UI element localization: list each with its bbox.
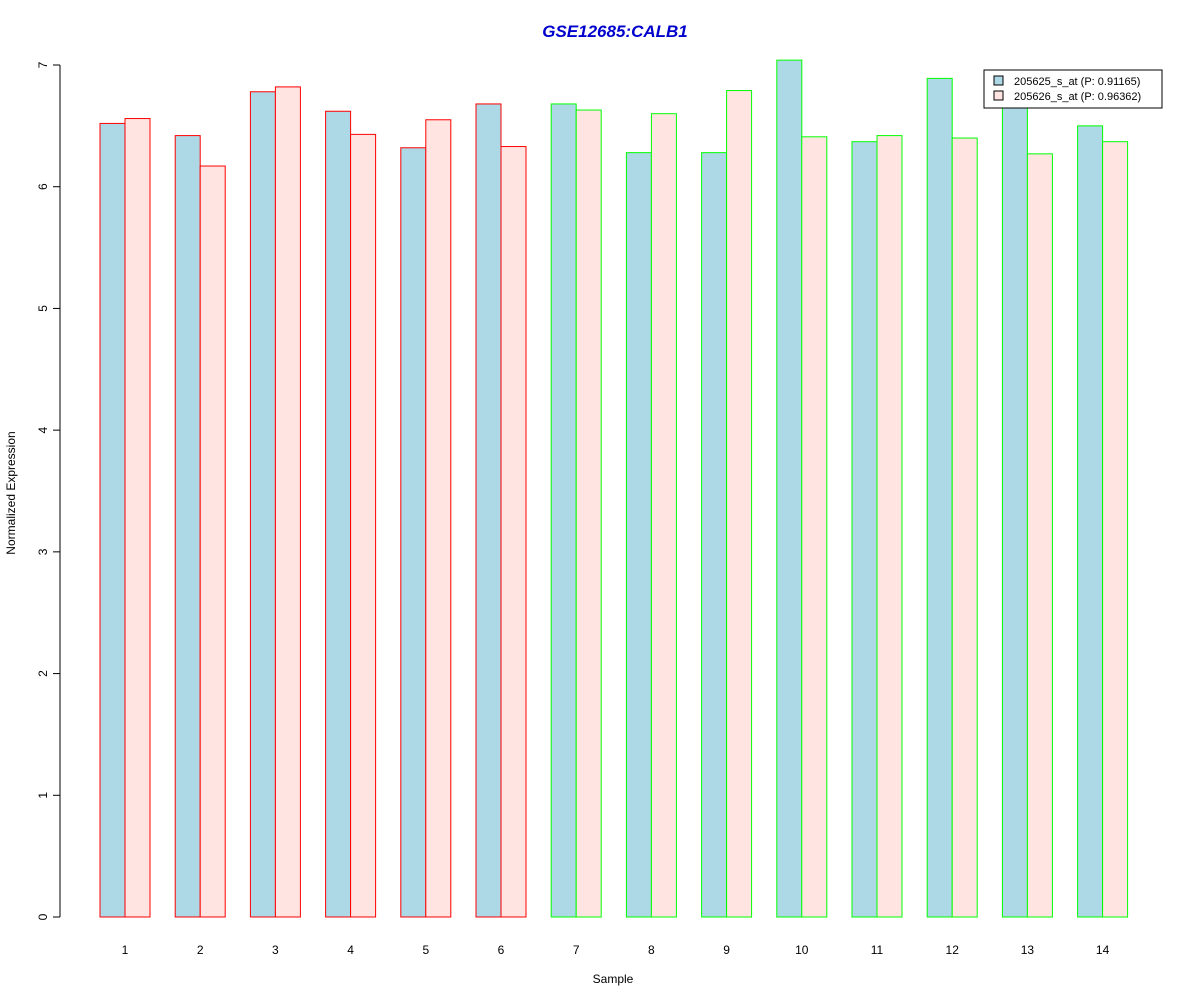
x-tick-label: 11 — [871, 943, 884, 957]
x-tick-label: 1 — [122, 943, 129, 957]
bar-sample-7-series-1 — [550, 103, 577, 918]
x-tick-label: 3 — [272, 943, 279, 957]
bar-sample-13-series-1 — [1001, 107, 1028, 918]
bar-sample-5-series-1 — [400, 147, 427, 918]
bar-sample-14-series-2 — [1102, 141, 1129, 918]
bar-sample-8-series-1 — [625, 152, 652, 918]
y-tick-label: 6 — [36, 183, 50, 190]
y-axis-label: Normalized Expression — [4, 431, 18, 554]
bar-sample-4-series-2 — [350, 133, 377, 918]
y-tick-label: 3 — [36, 548, 50, 555]
y-tick-label: 1 — [36, 792, 50, 799]
x-tick-label: 4 — [347, 943, 354, 957]
legend-swatch-series-2 — [993, 90, 1004, 101]
legend-swatch-series-1 — [993, 75, 1004, 86]
bar-sample-5-series-2 — [425, 119, 452, 918]
x-tick-label: 5 — [422, 943, 429, 957]
bars-group — [99, 59, 1129, 918]
y-tick-label: 5 — [36, 305, 50, 312]
legend-box — [983, 69, 1163, 109]
bar-sample-11-series-2 — [876, 135, 903, 918]
bar-sample-13-series-2 — [1026, 153, 1053, 918]
chart-title: GSE12685:CALB1 — [542, 22, 688, 41]
x-tick-label: 13 — [1021, 943, 1035, 957]
bar-sample-10-series-2 — [801, 136, 828, 918]
x-axis-tick-labels: 1 2 3 4 5 6 7 8 9 10 11 12 13 14 — [122, 943, 1110, 957]
x-tick-label: 2 — [197, 943, 204, 957]
x-tick-label: 8 — [648, 943, 655, 957]
bar-sample-9-series-1 — [701, 152, 728, 918]
bar-sample-10-series-1 — [776, 59, 803, 918]
x-tick-label: 9 — [723, 943, 730, 957]
x-tick-label: 12 — [946, 943, 960, 957]
x-axis-label: Sample — [593, 972, 634, 986]
bar-sample-6-series-2 — [500, 146, 527, 918]
bar-sample-12-series-1 — [926, 77, 953, 918]
bar-sample-12-series-2 — [951, 137, 978, 918]
x-tick-label: 6 — [498, 943, 505, 957]
bar-sample-3-series-2 — [274, 86, 301, 918]
bar-sample-3-series-1 — [249, 91, 276, 918]
y-tick-label: 7 — [36, 61, 50, 68]
bar-sample-7-series-2 — [575, 109, 602, 918]
y-tick-label: 4 — [36, 426, 50, 433]
bar-sample-8-series-2 — [650, 113, 677, 918]
x-tick-label: 10 — [795, 943, 809, 957]
legend-label-series-1: 205625_s_at (P: 0.91165) — [1014, 76, 1140, 88]
bar-sample-4-series-1 — [325, 110, 352, 918]
x-tick-label: 14 — [1096, 943, 1110, 957]
x-tick-label: 7 — [573, 943, 580, 957]
bar-sample-14-series-1 — [1077, 125, 1104, 918]
legend-label-series-2: 205626_s_at (P: 0.96362) — [1014, 91, 1141, 103]
y-axis-ticks: 0 1 2 3 4 5 6 7 — [36, 61, 60, 920]
bar-sample-11-series-1 — [851, 141, 878, 918]
legend: 205625_s_at (P: 0.91165) 205626_s_at (P:… — [983, 69, 1163, 109]
bar-sample-6-series-1 — [475, 103, 502, 918]
bar-sample-1-series-1 — [99, 122, 126, 918]
bar-sample-2-series-1 — [174, 135, 201, 918]
bar-sample-1-series-2 — [124, 118, 151, 918]
bar-sample-2-series-2 — [199, 165, 226, 918]
y-tick-label: 0 — [36, 913, 50, 920]
bar-sample-9-series-2 — [726, 90, 753, 918]
y-tick-label: 2 — [36, 670, 50, 677]
